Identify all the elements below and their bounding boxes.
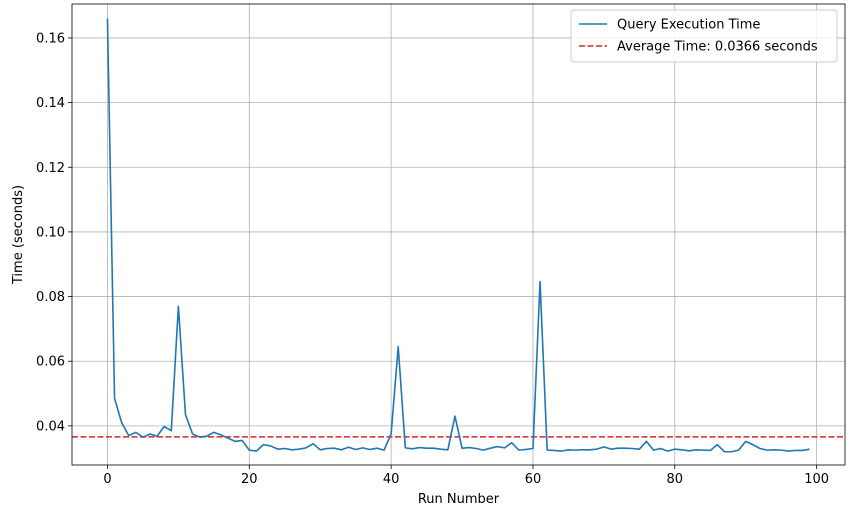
x-tick-label: 80 bbox=[667, 472, 684, 487]
y-tick-label: 0.12 bbox=[36, 161, 65, 176]
x-tick-label: 60 bbox=[525, 472, 542, 487]
x-tick-label: 40 bbox=[383, 472, 400, 487]
x-tick-label: 100 bbox=[804, 472, 829, 487]
legend: Query Execution Time Average Time: 0.0366… bbox=[570, 9, 838, 63]
y-axis-label: Time (seconds) bbox=[11, 185, 26, 285]
x-tick-label: 0 bbox=[103, 472, 111, 487]
y-axis-ticks: 0.04 0.06 0.08 0.10 0.12 0.14 0.16 bbox=[36, 31, 72, 434]
y-tick-label: 0.04 bbox=[36, 419, 65, 434]
plot-area-frame bbox=[71, 3, 846, 466]
y-tick-label: 0.14 bbox=[36, 96, 65, 111]
grid bbox=[72, 4, 845, 465]
x-tick-label: 20 bbox=[241, 472, 258, 487]
y-tick-label: 0.06 bbox=[36, 355, 65, 370]
legend-box bbox=[570, 9, 838, 63]
y-tick-label: 0.16 bbox=[36, 31, 65, 46]
legend-label: Query Execution Time bbox=[617, 18, 760, 33]
query-time-series-line bbox=[106, 18, 810, 453]
x-axis-ticks: 0 20 40 60 80 100 bbox=[103, 465, 829, 487]
y-tick-label: 0.08 bbox=[36, 290, 65, 305]
y-tick-label: 0.10 bbox=[36, 225, 65, 240]
series-lines bbox=[106, 18, 810, 453]
x-axis-label: Run Number bbox=[418, 492, 500, 507]
legend-label: Average Time: 0.0366 seconds bbox=[617, 40, 818, 55]
